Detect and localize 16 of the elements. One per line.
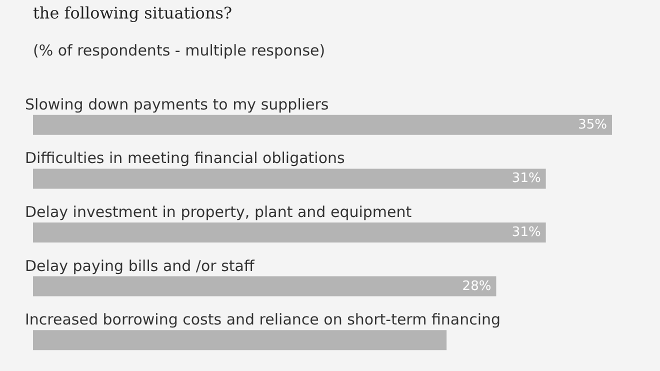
chart-subtitle: (% of respondents - multiple response) <box>33 42 326 60</box>
data-label: 31% <box>512 171 541 186</box>
bar <box>33 222 546 242</box>
bar <box>33 276 496 296</box>
y-tick-label: Delay investment in property, plant and equipment <box>25 203 412 221</box>
data-label: 28% <box>462 278 492 294</box>
y-tick-label: Increased borrowing costs and reliance on short-term financing <box>25 310 501 329</box>
y-tick-label: Delay paying bills and /or staff <box>25 256 255 275</box>
chart-title: the following situations? <box>33 4 232 22</box>
y-tick-label: Difficulties in meeting financial obligations <box>25 149 346 168</box>
bar <box>33 330 447 350</box>
bar <box>33 114 612 135</box>
data-label: 35% <box>578 117 607 132</box>
bar <box>33 168 546 189</box>
y-tick-label: Slowing down payments to my suppliers <box>25 95 329 114</box>
data-label: 31% <box>512 225 541 240</box>
